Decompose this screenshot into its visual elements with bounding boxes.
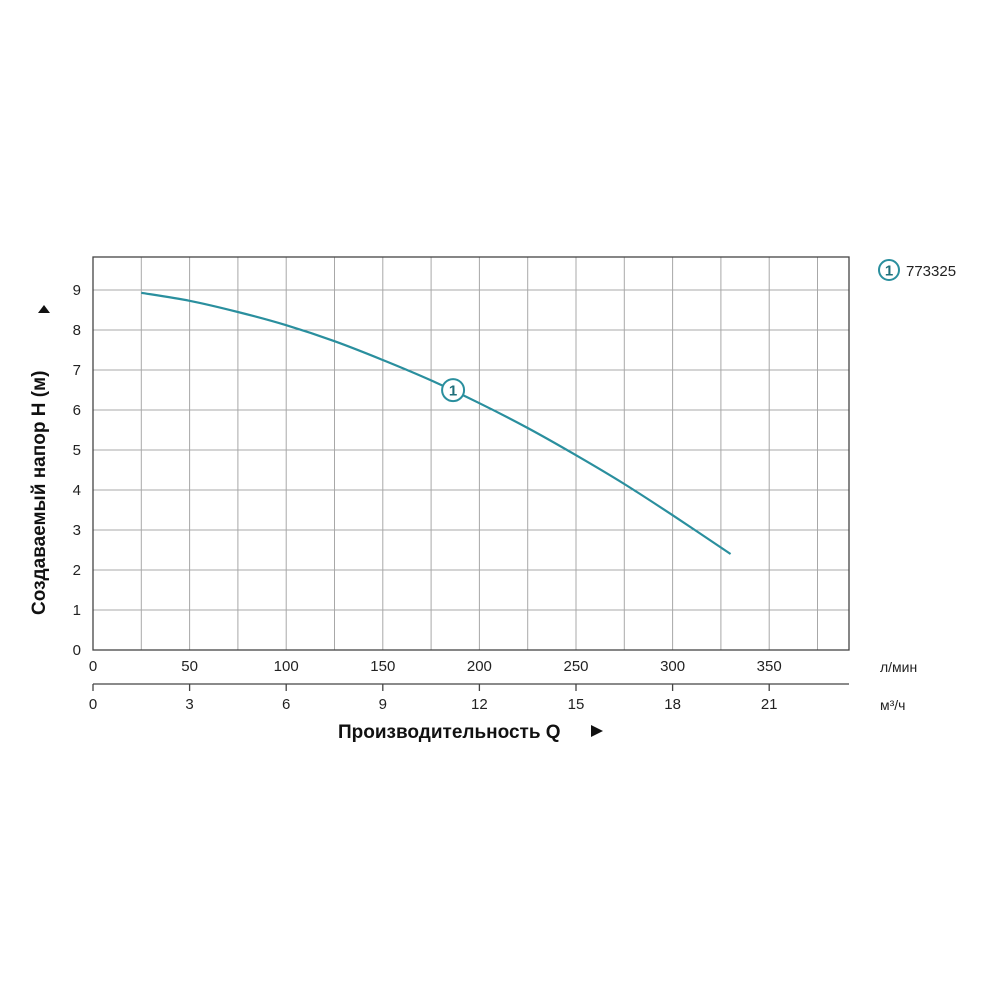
series-layer: 1 (141, 291, 732, 555)
legend-marker-label: 1 (885, 263, 893, 280)
x-secondary-tick-label: 6 (282, 696, 290, 713)
x-tick-label: 100 (274, 658, 299, 675)
x-secondary-tick-label: 0 (89, 696, 97, 713)
x-secondary-tick-label: 15 (568, 696, 585, 713)
legend-marker-icon: 1 (878, 259, 900, 281)
x-axis-secondary-ticks: 0 3 6 9 12 15 18 21 (89, 684, 778, 713)
y-tick-label: 9 (73, 282, 81, 299)
legend-item-label: 773325 (906, 263, 956, 280)
x-secondary-tick-label: 18 (664, 696, 681, 713)
x-tick-label: 150 (370, 658, 395, 675)
y-axis-title: Создаваемый напор H (м) (29, 371, 50, 615)
x-axis-primary-ticks: 0 50 100 150 200 250 300 350 (89, 658, 782, 675)
series-marker-icon (441, 378, 466, 403)
x-tick-label: 300 (660, 658, 685, 675)
chart-grid (93, 257, 849, 650)
x-axis-secondary-unit: м³/ч (880, 697, 905, 713)
x-axis-title: Производительность Q (338, 722, 561, 743)
y-tick-label: 4 (73, 482, 81, 499)
y-tick-label: 3 (73, 522, 81, 539)
plot-frame (92, 256, 850, 651)
y-tick-label: 2 (73, 562, 81, 579)
y-tick-label: 7 (73, 362, 81, 379)
y-axis-title-group: Создаваемый напор H (м) (29, 305, 50, 615)
x-tick-label: 50 (181, 658, 198, 675)
x-secondary-tick-label: 21 (761, 696, 778, 713)
x-tick-label: 200 (467, 658, 492, 675)
y-axis-ticks: 0 1 2 3 4 5 6 7 8 9 (73, 282, 81, 659)
legend: 1 773325 (878, 259, 956, 281)
x-secondary-tick-label: 12 (471, 696, 488, 713)
y-axis-arrow-icon (38, 305, 50, 313)
x-axis-primary-unit: л/мин (880, 659, 917, 675)
x-secondary-tick-label: 9 (379, 696, 387, 713)
x-axis-arrow-icon (591, 725, 603, 737)
y-tick-label: 0 (73, 642, 81, 659)
y-tick-label: 8 (73, 322, 81, 339)
y-tick-label: 6 (73, 402, 81, 419)
series-line (141, 291, 732, 555)
x-tick-label: 250 (563, 658, 588, 675)
y-tick-label: 1 (73, 602, 81, 619)
x-tick-label: 0 (89, 658, 97, 675)
series-marker-label: 1 (449, 383, 457, 400)
x-secondary-tick-label: 3 (185, 696, 193, 713)
y-tick-label: 5 (73, 442, 81, 459)
x-tick-label: 350 (757, 658, 782, 675)
x-axis-title-group: Производительность Q (338, 722, 603, 743)
